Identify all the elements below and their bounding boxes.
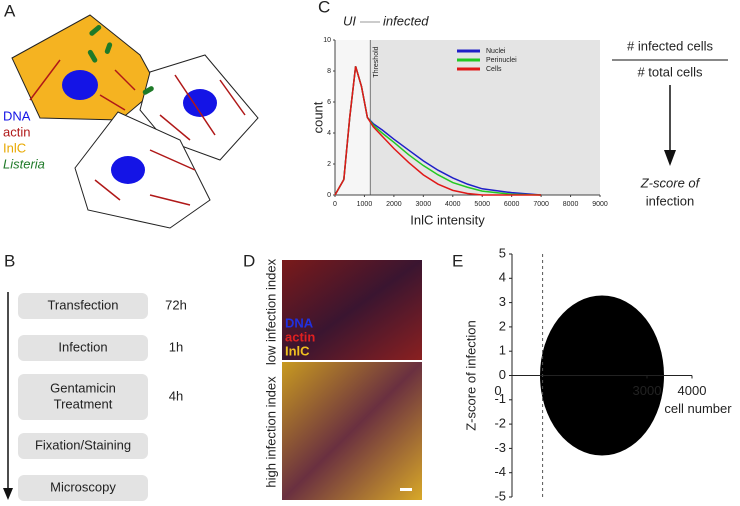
- plot-bg-infected: [370, 40, 600, 195]
- x-tick-label: 4000: [445, 201, 461, 208]
- threshold-label: Threshold: [373, 46, 380, 77]
- step-time: 72h: [165, 297, 187, 312]
- y-tick-label: 6: [327, 99, 331, 106]
- low-label: low infection index: [263, 258, 278, 365]
- stain-actin: actin: [285, 329, 315, 344]
- nucleus: [62, 70, 98, 100]
- x-tick-label: 0: [494, 383, 501, 398]
- nucleus: [183, 89, 217, 117]
- arrowhead: [664, 150, 676, 166]
- legend-label: Nuclei: [486, 48, 506, 55]
- y-tick-label: 4: [327, 130, 331, 137]
- scale-bar: [400, 488, 412, 491]
- x-tick-label: 5000: [474, 201, 490, 208]
- step-name: Gentamicin: [50, 380, 116, 395]
- high-label: high infection index: [263, 376, 278, 488]
- step-box: [18, 335, 148, 361]
- y-tick-label: -3: [494, 440, 506, 455]
- x-tick-label: 2000: [386, 201, 402, 208]
- step-name: Fixation/Staining: [35, 437, 131, 452]
- y-tick-label: 5: [499, 245, 506, 260]
- y-tick-label: 4: [499, 270, 506, 285]
- y-tick-label: -5: [494, 488, 506, 503]
- x-tick-label: 1000: [357, 201, 373, 208]
- plot-bg: [335, 40, 371, 195]
- panel-label: B: [4, 251, 15, 270]
- step-time: 1h: [169, 339, 183, 354]
- result: infection: [646, 193, 694, 208]
- step-box: [18, 374, 148, 420]
- step-box: [18, 293, 148, 319]
- y-tick-label: 10: [323, 37, 331, 44]
- x-tick-label: 9000: [592, 201, 608, 208]
- series-line: [334, 66, 542, 196]
- panel-label: C: [318, 0, 330, 16]
- legend-dna: DNA: [3, 108, 31, 123]
- panel-label: D: [243, 251, 255, 270]
- legend-inlc: InlC: [3, 140, 26, 155]
- stain-inlc: InlC: [285, 343, 310, 358]
- step-name: Treatment: [54, 396, 113, 411]
- y-tick-label: 1: [499, 343, 506, 358]
- x-axis-label: InlC intensity: [410, 212, 485, 227]
- step-time: 4h: [169, 388, 183, 403]
- step-name: Transfection: [47, 297, 118, 312]
- y-tick-label: 8: [327, 68, 331, 75]
- legend-actin: actin: [3, 124, 30, 139]
- ui-label: UI: [343, 13, 356, 28]
- x-tick-label: 3000: [633, 383, 662, 398]
- listeria: [87, 24, 154, 95]
- stain-dna: DNA: [285, 315, 314, 330]
- infected-label: infected: [383, 13, 429, 28]
- result: Z-score of: [640, 175, 701, 190]
- y-tick-label: 3: [499, 294, 506, 309]
- x-tick-label: 3000: [416, 201, 432, 208]
- y-tick-label: -2: [494, 416, 506, 431]
- numerator: # infected cells: [627, 38, 713, 53]
- step-box: [18, 433, 148, 459]
- panel-label: A: [4, 1, 16, 20]
- y-tick-label: 0: [499, 367, 506, 382]
- x-axis-label: cell number: [664, 401, 732, 416]
- y-axis-label: count: [310, 101, 325, 133]
- y-tick-label: -1: [494, 391, 506, 406]
- step-name: Microscopy: [50, 479, 116, 494]
- x-tick-label: 0: [333, 201, 337, 208]
- actin: [29, 59, 246, 206]
- x-tick-label: 6000: [504, 201, 520, 208]
- step-name: Infection: [58, 339, 107, 354]
- panel-label: E: [452, 251, 463, 270]
- y-tick-label: 2: [499, 318, 506, 333]
- micrograph-low: [282, 260, 422, 360]
- x-tick-label: 4000: [678, 383, 707, 398]
- denominator: # total cells: [637, 64, 703, 79]
- legend-label: Cells: [486, 66, 502, 73]
- x-tick-label: 8000: [563, 201, 579, 208]
- legend-label: Perinuclei: [486, 57, 517, 64]
- legend-listeria: Listeria: [3, 156, 45, 171]
- arrowhead: [3, 488, 13, 500]
- y-tick-label: 0: [327, 192, 331, 199]
- infected-cell: [11, 14, 159, 121]
- step-box: [18, 475, 148, 501]
- y-axis-label: Z-score of infection: [463, 320, 478, 431]
- nucleus: [111, 156, 145, 184]
- x-tick-label: 7000: [533, 201, 549, 208]
- micrograph-high: [282, 362, 422, 500]
- y-tick-label: -4: [494, 464, 506, 479]
- y-tick-label: 2: [327, 161, 331, 168]
